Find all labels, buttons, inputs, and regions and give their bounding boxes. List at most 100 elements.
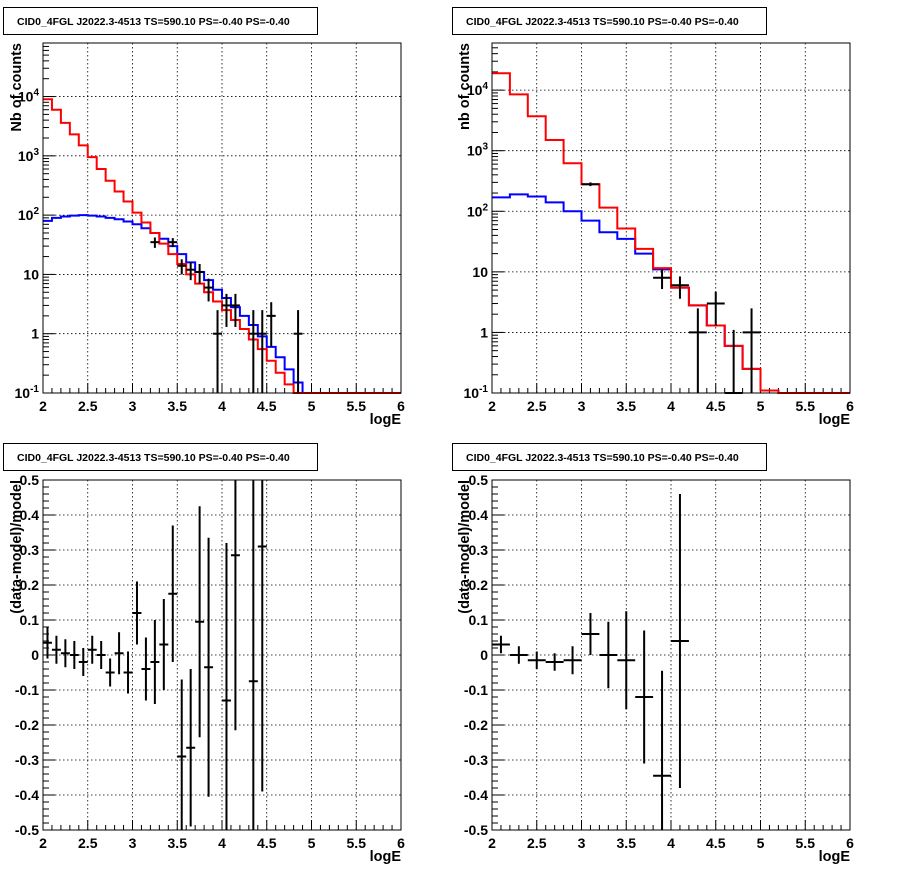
y-axis-label: Nb of counts <box>9 43 25 132</box>
data-point <box>204 278 214 302</box>
plot-frame <box>42 42 402 394</box>
x-tick-label: 3.5 <box>617 835 637 851</box>
y-tick-label: 102 <box>18 206 40 223</box>
residual-point <box>671 494 689 788</box>
residual-point <box>581 613 600 655</box>
x-tick-label: 6 <box>846 398 854 414</box>
residual-point <box>159 599 169 690</box>
y-tick-label: 1 <box>31 326 39 342</box>
residual-point <box>509 646 528 664</box>
y-axis-label: (data-model)/model <box>9 480 25 614</box>
y-tick-label: 0.2 <box>469 577 489 593</box>
x-tick-label: 3 <box>129 398 137 414</box>
residual-point <box>222 543 231 830</box>
data-point <box>213 310 222 393</box>
title-box <box>452 7 767 35</box>
y-tick-label: 0.5 <box>20 472 40 488</box>
x-tick-label: 2 <box>488 835 496 851</box>
x-tick-label: 2.5 <box>78 835 98 851</box>
y-tick-label: 104 <box>467 81 489 98</box>
total-model-line <box>492 72 850 394</box>
residual-point <box>150 620 160 704</box>
x-tick-label: 4 <box>218 835 226 851</box>
residual-point <box>635 630 654 764</box>
y-tick-label: 0 <box>31 647 39 663</box>
y-tick-label: 10 <box>23 266 39 282</box>
residual-point <box>195 506 205 738</box>
x-tick-label: 4 <box>667 835 675 851</box>
data-point <box>150 237 160 248</box>
y-tick-label: 0.1 <box>469 612 489 628</box>
x-tick-label: 4 <box>667 398 675 414</box>
data-point <box>195 263 205 284</box>
residual-point <box>78 648 88 676</box>
chart-title: CID0_4FGL J2022.3-4513 TS=590.10 PS=-0.4… <box>466 452 739 464</box>
title-box <box>3 443 318 471</box>
residual-point <box>599 621 618 689</box>
y-tick-label: 0.1 <box>20 612 40 628</box>
residual-point <box>96 641 106 669</box>
panel-top-left-counts: CID0_4FGL J2022.3-4513 TS=590.10 PS=-0.4… <box>3 7 405 428</box>
residual-point <box>43 627 52 659</box>
y-tick-label: 0.3 <box>469 542 489 558</box>
plot-frame <box>491 42 851 394</box>
plot-frame <box>491 479 851 831</box>
x-tick-label: 3.5 <box>168 835 188 851</box>
x-axis-label: logE <box>819 849 851 865</box>
data-point <box>653 269 671 290</box>
data-point <box>230 293 240 327</box>
y-tick-label: 10-1 <box>15 384 40 401</box>
y-tick-label: 10 <box>472 264 488 280</box>
residual-point <box>168 525 178 662</box>
residual-point <box>114 632 124 675</box>
x-tick-label: 6 <box>397 835 405 851</box>
y-tick-label: -0.5 <box>15 822 39 838</box>
x-tick-label: 5 <box>308 835 316 851</box>
y-tick-label: 102 <box>467 202 489 219</box>
y-tick-label: 10-1 <box>464 384 489 401</box>
data-point <box>186 262 196 281</box>
data-point <box>266 302 276 347</box>
data-point <box>706 291 725 326</box>
plot-area <box>492 480 850 830</box>
residual-point <box>177 679 187 830</box>
residual-point <box>69 641 79 669</box>
x-tick-label: 3 <box>578 835 586 851</box>
residual-point <box>257 480 267 792</box>
data-point <box>257 310 267 393</box>
data-point <box>222 293 231 327</box>
plot-area <box>492 43 850 393</box>
residual-point <box>123 651 133 694</box>
y-tick-label: 0.5 <box>469 472 489 488</box>
data-point <box>293 310 303 393</box>
x-tick-label: 4.5 <box>257 835 277 851</box>
residual-point <box>617 611 636 710</box>
residual-point <box>186 669 196 827</box>
x-tick-label: 3.5 <box>617 398 637 414</box>
data-point <box>177 259 187 275</box>
title-box <box>452 443 767 471</box>
residual-point <box>563 646 582 675</box>
y-tick-label: 0.3 <box>20 542 40 558</box>
x-tick-label: 6 <box>397 398 405 414</box>
residual-point <box>527 651 546 669</box>
residual-point <box>492 635 510 654</box>
panel-bottom-left-residuals: CID0_4FGL J2022.3-4513 TS=590.10 PS=-0.4… <box>3 443 405 865</box>
x-tick-label: 2.5 <box>78 398 98 414</box>
x-tick-label: 5 <box>757 835 765 851</box>
residual-point <box>60 639 70 668</box>
x-tick-label: 4.5 <box>706 398 726 414</box>
y-tick-label: -0.1 <box>15 682 39 698</box>
data-point <box>581 182 600 187</box>
x-axis-label: logE <box>819 412 851 428</box>
x-tick-label: 5.5 <box>796 835 816 851</box>
plot-frame <box>42 479 402 831</box>
x-tick-label: 4.5 <box>257 398 277 414</box>
y-tick-label: -0.5 <box>464 822 488 838</box>
x-tick-label: 3 <box>578 398 586 414</box>
x-tick-label: 3 <box>129 835 137 851</box>
x-tick-label: 5 <box>757 398 765 414</box>
x-tick-label: 5.5 <box>796 398 816 414</box>
residual-point <box>230 480 240 731</box>
x-tick-label: 4.5 <box>706 835 726 851</box>
